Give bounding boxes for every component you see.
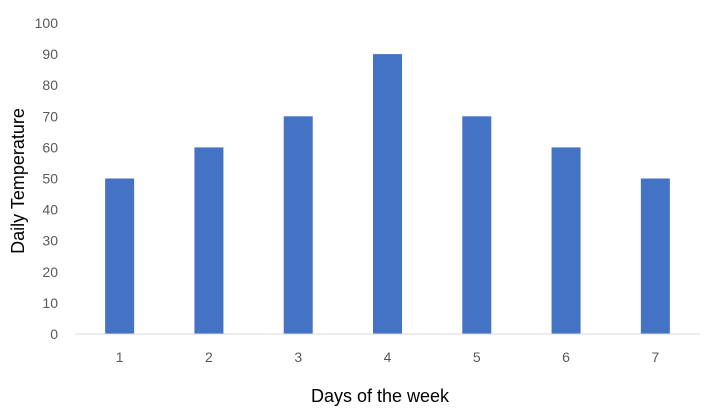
bar-day-1 xyxy=(105,178,135,334)
x-tick-label: 1 xyxy=(116,349,124,365)
bar-day-5 xyxy=(462,116,492,334)
bar-day-6 xyxy=(551,147,581,334)
x-tick-label: 6 xyxy=(562,349,570,365)
x-tick-label: 2 xyxy=(205,349,213,365)
x-tick-label: 7 xyxy=(651,349,659,365)
bar-day-7 xyxy=(640,178,670,334)
x-axis-title: Days of the week xyxy=(311,386,450,406)
x-tick-label: 4 xyxy=(384,349,392,365)
y-axis-ticks: 0 10 20 30 40 50 60 70 80 90 100 xyxy=(35,15,59,342)
bars xyxy=(105,54,670,334)
x-tick-label: 5 xyxy=(473,349,481,365)
bar-day-4 xyxy=(373,54,402,334)
y-tick-label: 10 xyxy=(42,295,58,311)
y-tick-label: 30 xyxy=(42,233,58,249)
y-tick-label: 80 xyxy=(42,77,58,93)
x-tick-label: 3 xyxy=(294,349,302,365)
x-axis-ticks: 1 2 3 4 5 6 7 xyxy=(116,349,660,365)
y-tick-label: 20 xyxy=(42,264,58,280)
y-tick-label: 50 xyxy=(42,171,58,187)
y-tick-label: 40 xyxy=(42,202,58,218)
y-tick-label: 60 xyxy=(42,139,58,155)
bar-day-3 xyxy=(283,116,313,334)
y-tick-label: 0 xyxy=(50,326,58,342)
y-tick-label: 70 xyxy=(42,108,58,124)
y-tick-label: 90 xyxy=(42,46,58,62)
bar-day-2 xyxy=(194,147,224,334)
y-tick-label: 100 xyxy=(35,15,59,31)
y-axis-title: Daily Temperature xyxy=(8,108,28,254)
